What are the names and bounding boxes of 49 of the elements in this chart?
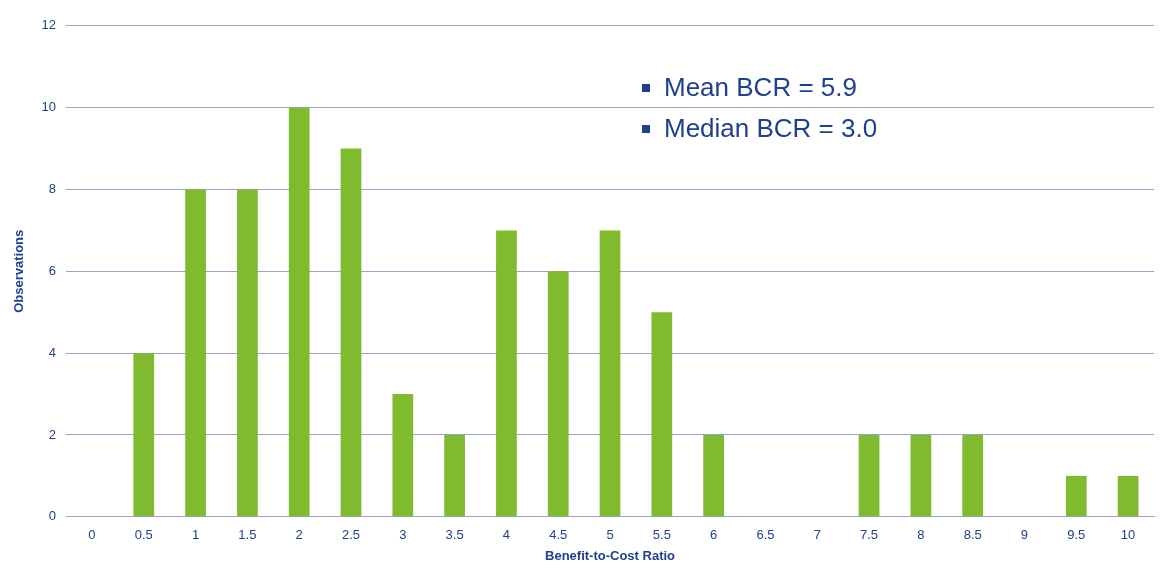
x-tick-label: 10 <box>1120 527 1136 543</box>
annotation: Median BCR = 3.0 <box>664 113 878 144</box>
bar <box>962 434 984 517</box>
bar <box>910 434 932 517</box>
annotation: Mean BCR = 5.9 <box>664 72 857 103</box>
x-tick-label: 9.5 <box>1067 527 1086 543</box>
bar <box>444 434 465 517</box>
x-tick-label: 6.5 <box>756 527 775 543</box>
bar <box>496 230 517 517</box>
x-tick-label: 3 <box>399 527 407 543</box>
x-tick-label: 9 <box>1020 527 1029 543</box>
x-tick-label: 2.5 <box>341 527 361 543</box>
x-tick-label: 2 <box>295 527 303 543</box>
x-tick-label: 0.5 <box>134 527 153 543</box>
x-axis-title: Benefit-to-Cost Ratio <box>545 547 676 563</box>
y-tick-label: 0 <box>48 508 57 524</box>
x-tick-label: 7.5 <box>860 527 879 543</box>
x-tick-label: 0 <box>88 527 96 543</box>
bar <box>392 394 414 517</box>
x-tick-label: 8.5 <box>963 527 982 543</box>
y-tick-label: 2 <box>48 426 57 442</box>
bar <box>1117 475 1139 517</box>
bar <box>1065 475 1087 517</box>
y-tick-label: 10 <box>41 99 57 115</box>
bar <box>340 148 362 517</box>
x-tick-label: 1 <box>191 527 200 543</box>
x-tick-label: 5 <box>606 527 614 543</box>
y-tick-label: 6 <box>48 262 57 278</box>
y-tick-label: 8 <box>48 181 57 197</box>
x-tick-label: 8 <box>917 527 925 543</box>
x-tick-label: 3.5 <box>445 527 464 543</box>
x-tick-label: 7 <box>813 527 821 543</box>
x-tick-label: 4.5 <box>549 527 568 543</box>
bar <box>288 107 310 517</box>
x-tick-label: 5.5 <box>652 527 671 543</box>
bar <box>547 271 569 517</box>
bar <box>237 189 258 517</box>
x-tick-label: 1.5 <box>238 527 257 543</box>
bar <box>133 353 155 517</box>
bar <box>858 434 880 517</box>
x-tick-label: 4 <box>502 527 511 543</box>
y-axis-title: Observations <box>11 229 27 313</box>
bar <box>185 189 206 517</box>
y-tick-label: 4 <box>48 344 57 360</box>
bar <box>599 230 621 517</box>
bar <box>703 434 725 517</box>
y-tick-label: 12 <box>41 17 57 33</box>
bar <box>651 312 673 517</box>
x-tick-label: 6 <box>710 527 718 543</box>
